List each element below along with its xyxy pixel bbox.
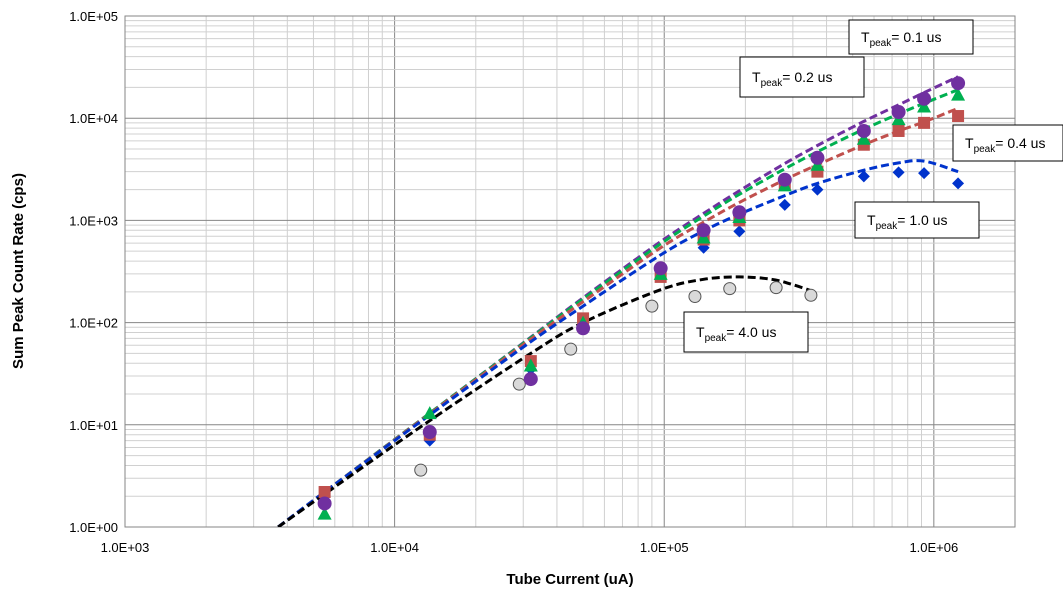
x-tick-label: 1.0E+05 (640, 540, 689, 555)
y-tick-label: 1.0E+03 (69, 213, 118, 228)
data-point (576, 321, 591, 336)
data-point (732, 205, 747, 220)
data-point (811, 183, 824, 196)
callout-label: Tpeak= 4.0 us (696, 324, 776, 344)
data-point (422, 406, 437, 420)
callout-tpeak-1-0us: Tpeak= 1.0 us (854, 201, 980, 239)
fit-curve-0-4us (277, 106, 959, 527)
callout-box (848, 19, 974, 55)
callout-box (683, 311, 809, 353)
data-point (918, 116, 931, 129)
data-point (769, 281, 783, 295)
callout-box (952, 124, 1063, 162)
callout-box (739, 56, 865, 98)
callout-tpeak-0-1us: Tpeak= 0.1 us (848, 19, 974, 55)
data-point (512, 377, 526, 391)
callout-label: Tpeak= 0.2 us (752, 69, 832, 89)
data-point (653, 261, 668, 276)
data-point (856, 123, 871, 138)
data-point (951, 76, 966, 91)
plot-area (125, 16, 1015, 527)
data-point (317, 496, 332, 511)
callouts: Tpeak= 0.1 us Tpeak= 0.2 us Tpeak= 0.4 us T… (683, 19, 1063, 353)
fit-curve-4us (277, 275, 812, 527)
y-tick-label: 1.0E+01 (69, 418, 118, 433)
callout-label: Tpeak= 1.0 us (867, 212, 947, 232)
data-point (523, 358, 538, 372)
x-tick-label: 1.0E+04 (370, 540, 419, 555)
x-tick-labels: 1.0E+03 1.0E+04 1.0E+05 1.0E+06 (101, 540, 959, 555)
data-point (952, 177, 965, 190)
callout-label: Tpeak= 0.4 us (965, 135, 1045, 155)
data-points (317, 76, 966, 520)
data-point (892, 166, 905, 179)
data-point (804, 288, 818, 302)
data-point (414, 463, 428, 477)
y-tick-label: 1.0E+04 (69, 111, 118, 126)
y-tick-labels: 1.0E+00 1.0E+01 1.0E+02 1.0E+03 1.0E+04 1.0E+… (69, 9, 118, 535)
data-point (645, 299, 659, 313)
y-axis-title: Sum Peak Count Rate (cps) (10, 173, 27, 369)
y-tick-label: 1.0E+00 (69, 520, 118, 535)
data-point (856, 131, 871, 145)
data-point (523, 372, 538, 387)
callout-box (854, 201, 980, 239)
callout-tpeak-0-2us: Tpeak= 0.2 us (739, 56, 865, 98)
data-point (810, 150, 825, 165)
y-tick-label: 1.0E+05 (69, 9, 118, 24)
data-point (696, 223, 711, 238)
data-point (723, 282, 737, 296)
data-point (318, 486, 331, 499)
x-tick-label: 1.0E+03 (101, 540, 150, 555)
data-point (917, 99, 932, 113)
data-point (733, 225, 746, 238)
fit-curve-0-2us (277, 88, 959, 527)
data-point (891, 104, 906, 119)
x-tick-label: 1.0E+06 (909, 540, 958, 555)
data-point (688, 290, 702, 304)
fit-curve-0-1us (277, 75, 959, 527)
data-point (918, 167, 931, 180)
data-point (778, 198, 791, 211)
data-point (777, 172, 792, 187)
data-point (422, 425, 437, 440)
callout-label: Tpeak= 0.1 us (861, 29, 941, 49)
data-point (917, 91, 932, 106)
data-point (857, 170, 870, 183)
plot-frame (124, 15, 1016, 528)
data-point (951, 87, 966, 101)
callout-tpeak-0-4us: Tpeak= 0.4 us (952, 124, 1063, 162)
callout-tpeak-4-0us: Tpeak= 4.0 us (683, 311, 809, 353)
data-point (892, 124, 905, 137)
data-point (952, 110, 965, 123)
data-point (317, 506, 332, 520)
data-point (564, 342, 578, 356)
y-tick-label: 1.0E+02 (69, 316, 118, 331)
x-axis-title: Tube Current (uA) (506, 571, 633, 588)
